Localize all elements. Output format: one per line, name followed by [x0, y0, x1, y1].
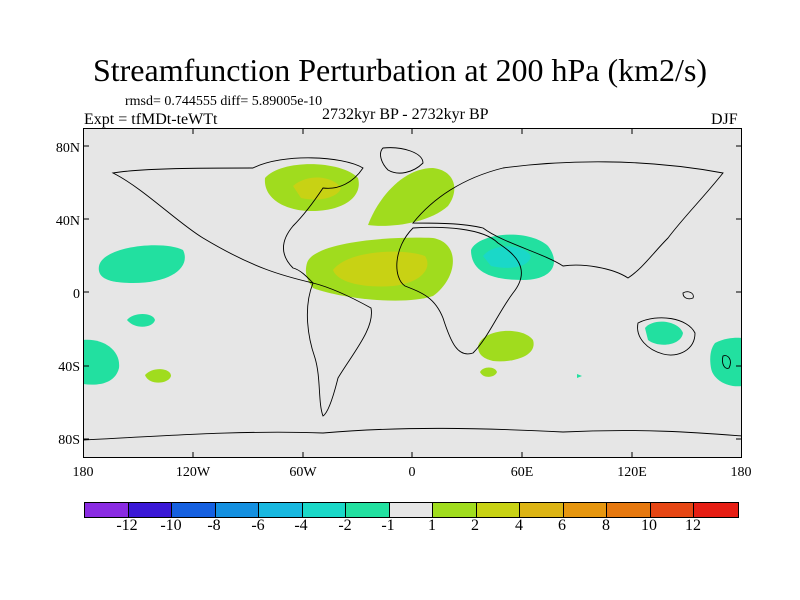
colorbar-swatch	[346, 503, 390, 517]
season-label: DJF	[711, 111, 738, 128]
map-frame	[83, 128, 742, 458]
anomaly-field	[83, 164, 742, 387]
colorbar-label: 1	[428, 517, 436, 534]
colorbar-label: -1	[381, 517, 395, 534]
colorbar	[84, 502, 739, 518]
colorbar-swatch	[85, 503, 129, 517]
colorbar-label: -6	[251, 517, 265, 534]
lon-tick-60w: 60W	[289, 465, 317, 480]
experiment-label: Expt = tfMDt-teWTt	[84, 111, 218, 128]
colorbar-label: 2	[471, 517, 479, 534]
colorbar-label: 10	[641, 517, 657, 534]
colorbar-label: -4	[294, 517, 308, 534]
lon-tick-60e: 60E	[510, 465, 534, 480]
colorbar-swatch	[172, 503, 216, 517]
period-label: 2732kyr BP - 2732kyr BP	[322, 106, 489, 123]
colorbar-swatch	[302, 503, 346, 517]
colorbar-label: -8	[207, 517, 221, 534]
colorbar-swatch	[433, 503, 477, 517]
lat-tick-40s: 40S	[58, 360, 80, 375]
colorbar-swatch	[650, 503, 694, 517]
lat-tick-80s: 80S	[58, 433, 80, 448]
lon-tick-120w: 120W	[175, 465, 211, 480]
stats-text: rmsd= 0.744555 diff= 5.89005e-10	[125, 94, 323, 109]
lon-tick-180e: 180	[730, 465, 752, 480]
colorbar-label: 12	[685, 517, 701, 534]
colorbar-label: 6	[558, 517, 566, 534]
colorbar-swatch	[563, 503, 607, 517]
colorbar-swatch	[607, 503, 651, 517]
colorbar-label: -2	[338, 517, 352, 534]
colorbar-label: -12	[116, 517, 138, 534]
colorbar-swatch	[476, 503, 520, 517]
lon-tick-120e: 120E	[617, 465, 647, 480]
colorbar-label: 4	[515, 517, 523, 534]
lat-tick-0: 0	[73, 287, 80, 302]
lat-tick-80n: 80N	[55, 141, 80, 156]
colorbar-label: -10	[160, 517, 182, 534]
colorbar-label: 8	[602, 517, 610, 534]
world-map	[83, 128, 742, 458]
colorbar-swatch	[694, 503, 738, 517]
colorbar-swatch	[128, 503, 172, 517]
colorbar-swatch	[259, 503, 303, 517]
lon-tick-180w: 180	[72, 465, 94, 480]
colorbar-swatch	[520, 503, 564, 517]
colorbar-swatch	[389, 503, 433, 517]
lat-tick-40n: 40N	[55, 214, 80, 229]
lon-tick-0: 0	[408, 465, 416, 480]
colorbar-swatch	[215, 503, 259, 517]
coastlines	[83, 147, 742, 441]
chart-title: Streamfunction Perturbation at 200 hPa (…	[92, 52, 708, 88]
